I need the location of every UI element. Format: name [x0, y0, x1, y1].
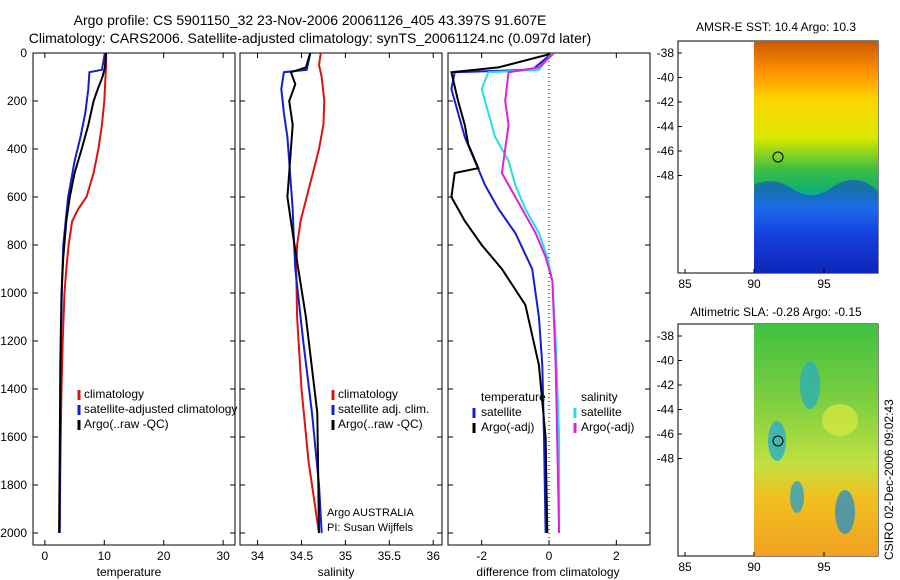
- map-y-tick-label: -40: [657, 71, 675, 85]
- x-tick-label: 34: [251, 549, 265, 563]
- map-y-tick-label: -44: [657, 403, 675, 417]
- series-line-0: [295, 53, 326, 534]
- x-tick-label: 35.5: [378, 549, 402, 563]
- map-x-tick-label: 95: [817, 277, 831, 291]
- legend-label: satellite: [581, 405, 622, 419]
- map-y-tick-label: -46: [657, 427, 675, 441]
- series-line-1: [280, 53, 323, 534]
- map-y-tick-label: -46: [657, 144, 675, 158]
- legend-label: satellite adj. clim.: [338, 402, 429, 416]
- sst-map-ticks: 85 90 95 -38 -40 -42 -44 -46 -48: [657, 46, 831, 291]
- x-tick-label: -2: [476, 549, 487, 563]
- y-tick-label: 0: [20, 46, 27, 60]
- figure-title-line-2: Climatology: CARS2006. Satellite-adjuste…: [28, 30, 592, 46]
- sst-map-title: AMSR-E SST: 10.4 Argo: 10.3: [696, 20, 856, 34]
- sla-high-1: [822, 404, 858, 436]
- difference-axis-label: difference from climatology: [476, 565, 619, 579]
- series-line-2: [480, 53, 561, 533]
- figure-title-line-1: Argo profile: CS 5901150_32 23-Nov-2006 …: [73, 12, 547, 28]
- temperature-panel: 0 10 20 30 0 200 400 600 800 1000 1200 1400 1600 1800…: [0, 46, 237, 563]
- legend-label: Argo(..raw -QC): [84, 417, 169, 431]
- map-y-tick-label: -42: [657, 378, 675, 392]
- map-x-tick-label: 85: [678, 277, 692, 291]
- legend-temperature-header: temperature: [481, 390, 546, 404]
- x-tick-label: 0: [42, 549, 49, 563]
- series-line-2: [58, 53, 108, 534]
- legend-label: satellite-adjusted climatology: [84, 402, 237, 416]
- x-tick-label: 10: [98, 549, 112, 563]
- y-tick-label: 800: [7, 238, 27, 252]
- difference-panel-frame: [447, 52, 651, 546]
- x-tick-label: 0: [546, 549, 553, 563]
- csiro-credit: CSIRO 02-Dec-2006 09:02:43: [882, 399, 896, 560]
- map-y-tick-label: -38: [657, 46, 675, 60]
- map-x-tick-label: 85: [678, 560, 692, 574]
- legend-label: satellite: [481, 405, 522, 419]
- map-x-tick-label: 95: [817, 560, 831, 574]
- temperature-axis-label: temperature: [97, 565, 162, 579]
- map-y-tick-label: -44: [657, 120, 675, 134]
- map-x-tick-label: 90: [747, 277, 761, 291]
- legend-label: climatology: [338, 387, 398, 401]
- map-y-tick-label: -42: [657, 95, 675, 109]
- map-y-tick-label: -40: [657, 354, 675, 368]
- legend-label: Argo(-adj): [581, 420, 634, 434]
- map-y-tick-label: -48: [657, 169, 675, 183]
- x-tick-label: 20: [157, 549, 171, 563]
- sla-map-ticks: 85 90 95 -38 -40 -42 -44 -46 -48: [657, 329, 831, 574]
- series-line-1: [450, 53, 555, 534]
- y-tick-label: 1600: [0, 430, 27, 444]
- series-line-0: [450, 53, 554, 534]
- y-tick-label: 1400: [0, 382, 27, 396]
- sla-eddy-3: [790, 481, 804, 513]
- y-tick-label: 1800: [0, 478, 27, 492]
- series-line-0: [58, 53, 108, 534]
- temperature-panel-frame: [32, 52, 236, 546]
- x-tick-label: 36: [427, 549, 441, 563]
- legend-salinity-header: salinity: [581, 390, 618, 404]
- map-x-tick-label: 90: [747, 560, 761, 574]
- y-tick-label: 400: [7, 142, 27, 156]
- y-tick-label: 1000: [0, 286, 27, 300]
- x-tick-label: 34.5: [290, 549, 314, 563]
- salinity-panel-frame: [239, 52, 443, 546]
- y-tick-label: 600: [7, 190, 27, 204]
- argo-program-label: Argo AUSTRALIA: [327, 507, 414, 519]
- legend-label: Argo(..raw -QC): [338, 417, 423, 431]
- legend-label: Argo(-adj): [481, 420, 534, 434]
- sla-map-title: Altimetric SLA: -0.28 Argo: -0.15: [690, 305, 862, 319]
- salinity-axis-label: salinity: [318, 565, 355, 579]
- series-line-3: [500, 53, 561, 534]
- x-tick-label: 2: [613, 549, 620, 563]
- map-y-tick-label: -38: [657, 329, 675, 343]
- pi-name-label: PI: Susan Wijffels: [327, 522, 413, 534]
- series-line-1: [58, 53, 106, 534]
- map-y-tick-label: -48: [657, 452, 675, 466]
- sst-cold-pattern: [754, 179, 878, 273]
- x-tick-label: 35: [339, 549, 353, 563]
- sla-argo-location-marker: [772, 435, 784, 447]
- y-tick-label: 2000: [0, 526, 27, 540]
- sla-eddy-4: [835, 490, 855, 534]
- series-line-2: [286, 53, 320, 534]
- sst-argo-location-marker: [772, 151, 784, 163]
- sla-eddy-2: [768, 421, 786, 461]
- y-tick-label: 1200: [0, 334, 27, 348]
- sla-eddy-1: [800, 361, 820, 409]
- x-tick-label: 30: [216, 549, 230, 563]
- y-tick-label: 200: [7, 94, 27, 108]
- legend-label: climatology: [84, 387, 144, 401]
